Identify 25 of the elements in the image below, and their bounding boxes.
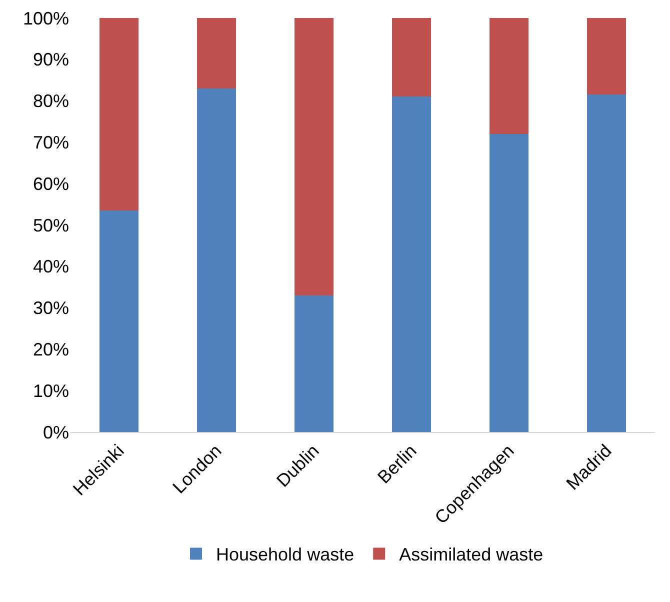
- bar: [586, 94, 626, 432]
- y-tick-label: 100%: [22, 8, 69, 28]
- y-tick-label: 60%: [32, 174, 69, 194]
- bar: [99, 210, 138, 432]
- bar: [489, 18, 528, 134]
- legend-label: Assimilated waste: [399, 544, 544, 565]
- bar: [392, 18, 431, 97]
- y-tick-label: 30%: [32, 298, 69, 318]
- bar: [392, 96, 431, 432]
- bar: [294, 18, 334, 296]
- bar: [586, 18, 626, 95]
- y-tick-label: 70%: [32, 132, 69, 152]
- y-tick-label: 50%: [32, 215, 69, 236]
- bar: [294, 295, 334, 432]
- y-tick-label: 40%: [32, 256, 69, 277]
- y-tick-label: 10%: [32, 380, 69, 401]
- legend-label: Household waste: [216, 544, 354, 565]
- bar: [99, 18, 138, 211]
- bar: [489, 134, 528, 432]
- y-tick-label: 0%: [42, 422, 69, 442]
- y-tick-label: 80%: [32, 91, 69, 112]
- y-tick-label: 90%: [32, 50, 69, 70]
- bar: [196, 18, 236, 88]
- bar: [196, 88, 236, 432]
- y-tick-label: 20%: [32, 340, 69, 360]
